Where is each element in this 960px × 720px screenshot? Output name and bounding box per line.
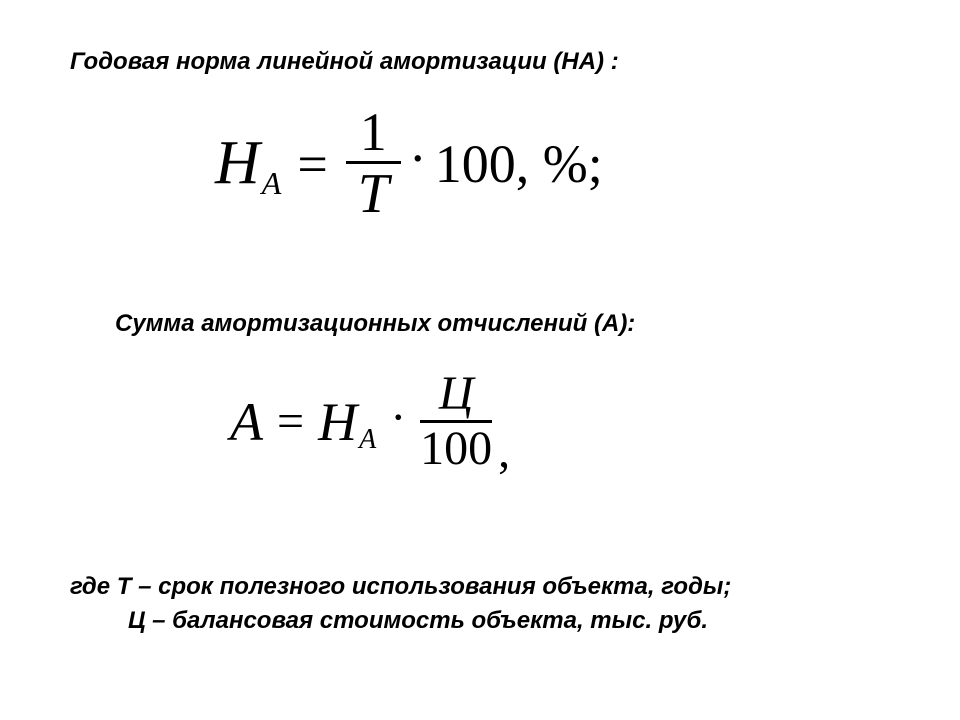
formula1-equals: = bbox=[297, 133, 327, 195]
formula1-numerator: 1 bbox=[346, 105, 401, 161]
formula1-denominator: Т bbox=[358, 164, 389, 222]
formula1-tail: 100, %; bbox=[435, 133, 603, 195]
formula-annual-rate: Н А = 1 Т · 100, %; bbox=[215, 105, 603, 222]
formula2-denominator: 100 bbox=[420, 423, 492, 473]
slide: Годовая норма линейной амортизации (НА) … bbox=[0, 0, 960, 720]
formula2-lhs: А bbox=[230, 391, 263, 453]
formula2-equals: = bbox=[277, 394, 304, 449]
formula1-lhs-sub: А bbox=[262, 165, 282, 202]
heading-annual-rate: Годовая норма линейной амортизации (НА) … bbox=[70, 48, 619, 76]
formula1-dot: · bbox=[409, 127, 427, 189]
variable-definitions: где Т – срок полезного использования объ… bbox=[70, 570, 731, 637]
formula1-fraction: 1 Т bbox=[346, 105, 401, 222]
definition-t: где Т – срок полезного использования объ… bbox=[70, 573, 731, 600]
formula1-lhs-main: Н bbox=[215, 128, 260, 199]
formula2-rhs-main: Н bbox=[318, 391, 357, 453]
heading-deduction-sum: Сумма амортизационных отчислений (А): bbox=[115, 310, 635, 338]
formula2-comma: , bbox=[498, 424, 510, 479]
formula-deduction-sum: А = Н А · Ц 100 , bbox=[230, 370, 510, 473]
formula2-numerator: Ц bbox=[431, 370, 482, 420]
formula2-fraction: Ц 100 bbox=[420, 370, 492, 473]
formula2-dot: · bbox=[390, 390, 406, 445]
definition-ts: Ц – балансовая стоимость объекта, тыс. р… bbox=[128, 604, 731, 638]
formula2-rhs-sub: А bbox=[359, 424, 376, 456]
